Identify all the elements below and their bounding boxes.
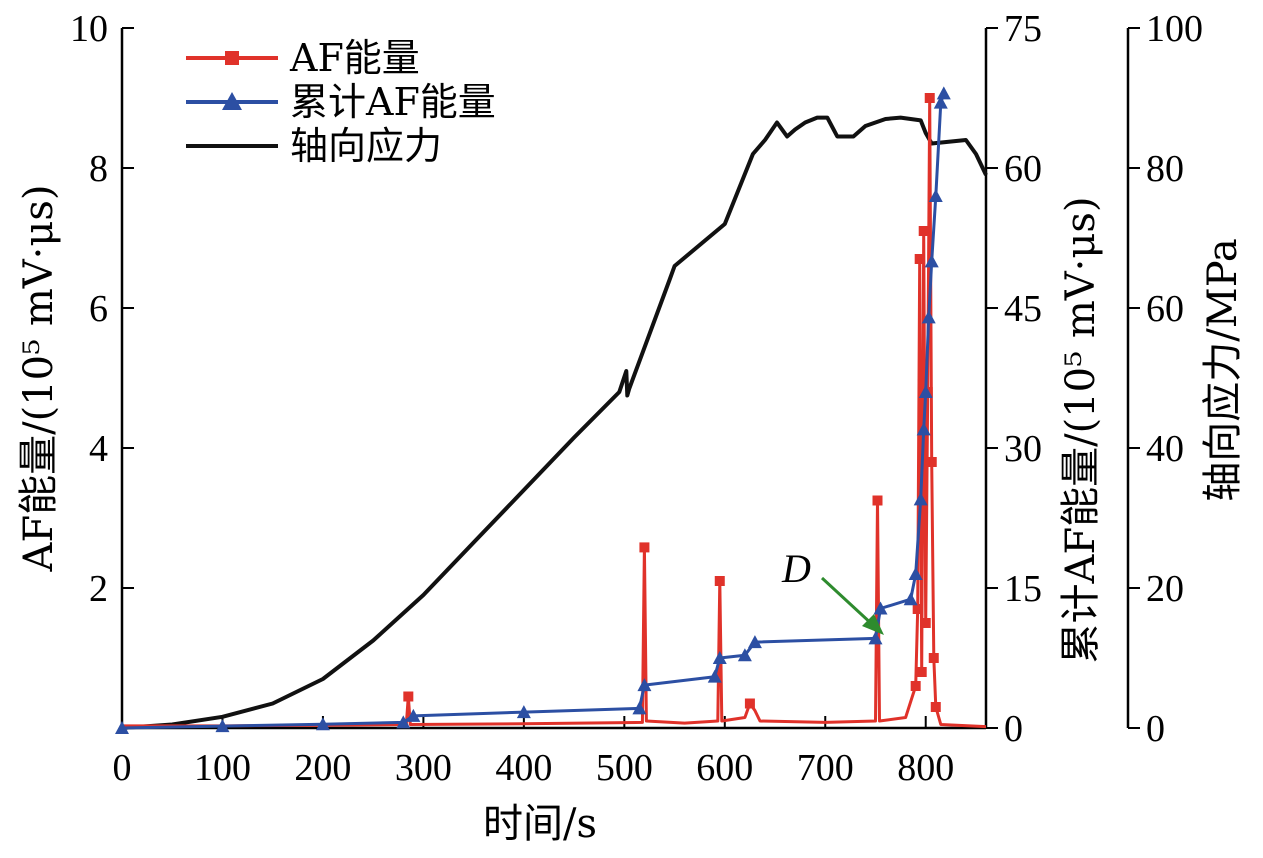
data-point — [403, 691, 414, 702]
data-point — [406, 708, 421, 722]
left-tick-label: 8 — [89, 148, 108, 190]
data-point — [924, 254, 939, 268]
data-point — [396, 715, 411, 729]
data-point — [912, 604, 923, 614]
series-line — [122, 96, 987, 729]
right-2-tick-label: 100 — [1146, 8, 1203, 50]
data-point — [315, 717, 330, 731]
data-point — [637, 678, 652, 692]
right-1-tick-label: 0 — [1004, 708, 1023, 750]
right-axis-2-label: 轴向应力/MPa — [1200, 238, 1246, 501]
x-tick-label: 600 — [696, 747, 753, 789]
data-point — [936, 86, 951, 100]
right-2-tick-label: 20 — [1146, 568, 1184, 610]
data-point — [516, 705, 531, 719]
data-point — [639, 542, 650, 553]
x-tick-label: 0 — [113, 747, 132, 789]
data-point — [707, 669, 722, 683]
x-tick-label: 500 — [596, 747, 653, 789]
right-1-tick-label: 75 — [1004, 8, 1042, 50]
left-tick-label: 2 — [89, 568, 108, 610]
left-axis-label: AF能量/(10⁵ mV·μs) — [16, 184, 62, 572]
x-tick-label: 400 — [495, 747, 552, 789]
x-tick-label: 700 — [797, 747, 854, 789]
series-line — [121, 92, 946, 730]
data-point — [737, 648, 752, 662]
data-point — [910, 681, 921, 691]
x-tick-label: 200 — [294, 747, 351, 789]
data-point — [632, 701, 647, 715]
series-triangle-group — [115, 86, 951, 734]
data-point — [215, 719, 230, 733]
annotation-d: D — [781, 546, 884, 635]
data-point — [115, 721, 129, 734]
right-2-tick-label: 0 — [1146, 708, 1165, 750]
data-point — [920, 618, 931, 628]
right-1-tick-label: 60 — [1004, 148, 1042, 190]
data-point — [928, 189, 943, 202]
right-axis-1-label: 累计AF能量/(10⁵ mV·μs) — [1058, 196, 1104, 663]
left-tick-label: 4 — [89, 428, 108, 470]
data-point — [918, 226, 929, 236]
data-point — [868, 631, 883, 645]
series-line — [121, 115, 988, 730]
annotation-d-arrowhead — [862, 614, 884, 635]
series-line-group — [121, 115, 988, 730]
data-point — [872, 495, 883, 506]
left-tick-label: 10 — [70, 8, 108, 50]
data-point — [873, 601, 888, 615]
data-point — [916, 667, 927, 677]
x-tick-label: 300 — [395, 747, 452, 789]
axes-group: 0 100 200 300 400 500 600 700 800246810015304560… — [70, 8, 1203, 789]
legend-swatch-marker — [222, 92, 242, 110]
data-point — [744, 698, 755, 709]
annotation-d-label: D — [781, 546, 811, 591]
legend-label: AF能量 — [289, 36, 420, 80]
data-point — [921, 310, 936, 324]
data-point — [712, 651, 727, 664]
data-point — [926, 457, 937, 467]
data-point — [924, 93, 935, 103]
right-2-tick-label: 80 — [1146, 148, 1184, 190]
legend-swatch-marker — [225, 51, 239, 65]
data-point — [903, 592, 918, 606]
annotation-d-arrow — [820, 576, 876, 628]
right-1-tick-label: 45 — [1004, 288, 1042, 330]
right-1-tick-label: 15 — [1004, 568, 1042, 610]
right-2-tick-label: 60 — [1146, 288, 1184, 330]
x-tick-label: 100 — [194, 747, 251, 789]
x-tick-label: 800 — [897, 747, 954, 789]
legend-label: 轴向应力 — [290, 124, 442, 168]
data-point — [913, 492, 928, 506]
left-tick-label: 6 — [89, 288, 108, 330]
data-point — [930, 702, 941, 712]
data-point — [928, 653, 939, 663]
plot-area — [115, 86, 988, 734]
data-point — [916, 422, 931, 436]
data-point — [914, 254, 925, 264]
x-axis-label: 时间/s — [483, 801, 597, 847]
data-point — [933, 95, 948, 109]
right-1-tick-label: 30 — [1004, 428, 1042, 470]
data-point — [747, 635, 762, 649]
legend-label: 累计AF能量 — [290, 80, 496, 124]
series-square-group — [122, 93, 987, 729]
data-point — [714, 576, 725, 586]
data-point — [918, 385, 933, 398]
right-2-tick-label: 40 — [1146, 428, 1184, 470]
data-point — [908, 567, 923, 580]
